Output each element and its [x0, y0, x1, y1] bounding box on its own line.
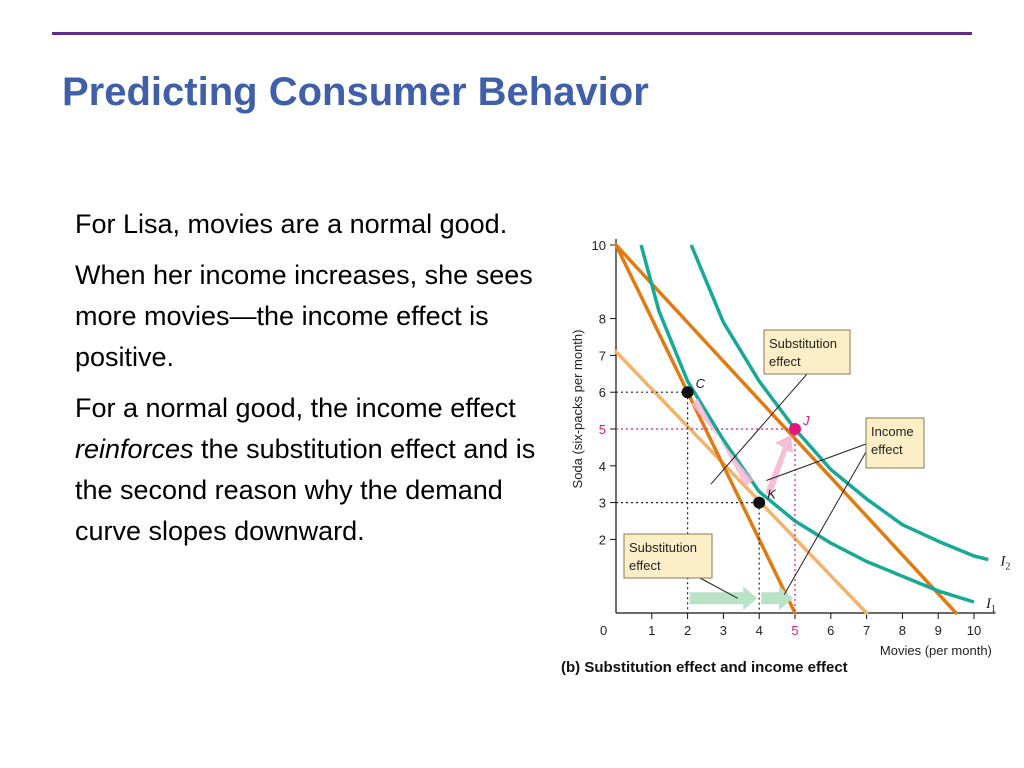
y-tick-label: 4	[599, 459, 606, 474]
y-tick-label: 2	[599, 532, 606, 547]
paragraph-part: For a normal good, the income effect	[75, 393, 516, 423]
y-tick-label: 7	[599, 348, 606, 363]
annotation-text: Substitution	[769, 336, 837, 351]
substitution-effect-box-top	[763, 329, 851, 375]
annotation-text: Income	[871, 424, 914, 439]
y-tick-label: 5	[599, 422, 606, 437]
annotation-text: effect	[629, 558, 661, 573]
x-tick-label: 4	[756, 623, 763, 638]
body-text: For Lisa, movies are a normal good. When…	[75, 204, 545, 562]
x-tick-label: 2	[684, 623, 691, 638]
annotation-text: effect	[871, 442, 903, 457]
point-label: C	[696, 376, 706, 391]
paragraph-reinforces: For a normal good, the income effect rei…	[75, 388, 545, 552]
x-tick-label: 9	[935, 623, 942, 638]
paragraph-normal-good: For Lisa, movies are a normal good.	[75, 209, 508, 239]
y-tick-label: 8	[599, 312, 606, 327]
annotation-leader	[766, 443, 867, 481]
annotation-leader	[699, 577, 738, 599]
x-tick-label: 5	[791, 623, 798, 638]
budget-line	[614, 349, 869, 615]
point-label: J	[802, 413, 810, 428]
substitution-arrow-axis	[689, 586, 758, 611]
y-tick-label: 10	[592, 238, 606, 253]
income-effect-box	[865, 417, 925, 469]
x-tick-label: 10	[967, 623, 981, 638]
x-tick-label: 1	[648, 623, 655, 638]
y-axis-label: Soda (six-packs per month)	[570, 330, 585, 489]
income-arrow-diagonal	[765, 435, 793, 497]
point-j	[789, 423, 801, 435]
emphasis-text: reinforces	[75, 434, 194, 464]
chart: 0 1 2 3 4 5 6 7 8 9 10 2 3 4 5 6 7 8 10 Movies (per month) S…	[570, 238, 1010, 658]
x-tick-label: 3	[720, 623, 727, 638]
substitution-effect-box-bottom	[623, 533, 713, 579]
chart-caption: (b) Substitution effect and income effec…	[561, 659, 848, 676]
curve-label: I1	[985, 596, 996, 615]
budget-line	[614, 243, 797, 615]
x-tick-label: 6	[827, 623, 834, 638]
x-tick-label: 7	[863, 623, 870, 638]
annotation-leader	[710, 373, 808, 485]
x-tick-label: 8	[899, 623, 906, 638]
x-axis-label: Movies (per month)	[880, 643, 992, 658]
curve-label: I2	[999, 554, 1010, 573]
x-tick-label: 0	[600, 623, 607, 638]
y-tick-label: 3	[599, 496, 606, 511]
slide-title: Predicting Consumer Behavior	[62, 70, 649, 114]
y-tick-label: 6	[599, 385, 606, 400]
annotation-leader	[783, 451, 867, 595]
point-label: K	[767, 487, 777, 502]
annotation-text: effect	[769, 354, 801, 369]
income-arrow-axis	[761, 586, 793, 611]
point-k	[753, 496, 766, 509]
paragraph-income-increase: When her income increases, she sees more…	[75, 260, 533, 372]
title-rule	[52, 32, 972, 35]
paragraph-part: the substitution effect and is the secon…	[75, 434, 536, 546]
point-c	[681, 386, 694, 399]
indifference-curve	[689, 244, 989, 562]
annotation-text: Substitution	[629, 540, 697, 555]
